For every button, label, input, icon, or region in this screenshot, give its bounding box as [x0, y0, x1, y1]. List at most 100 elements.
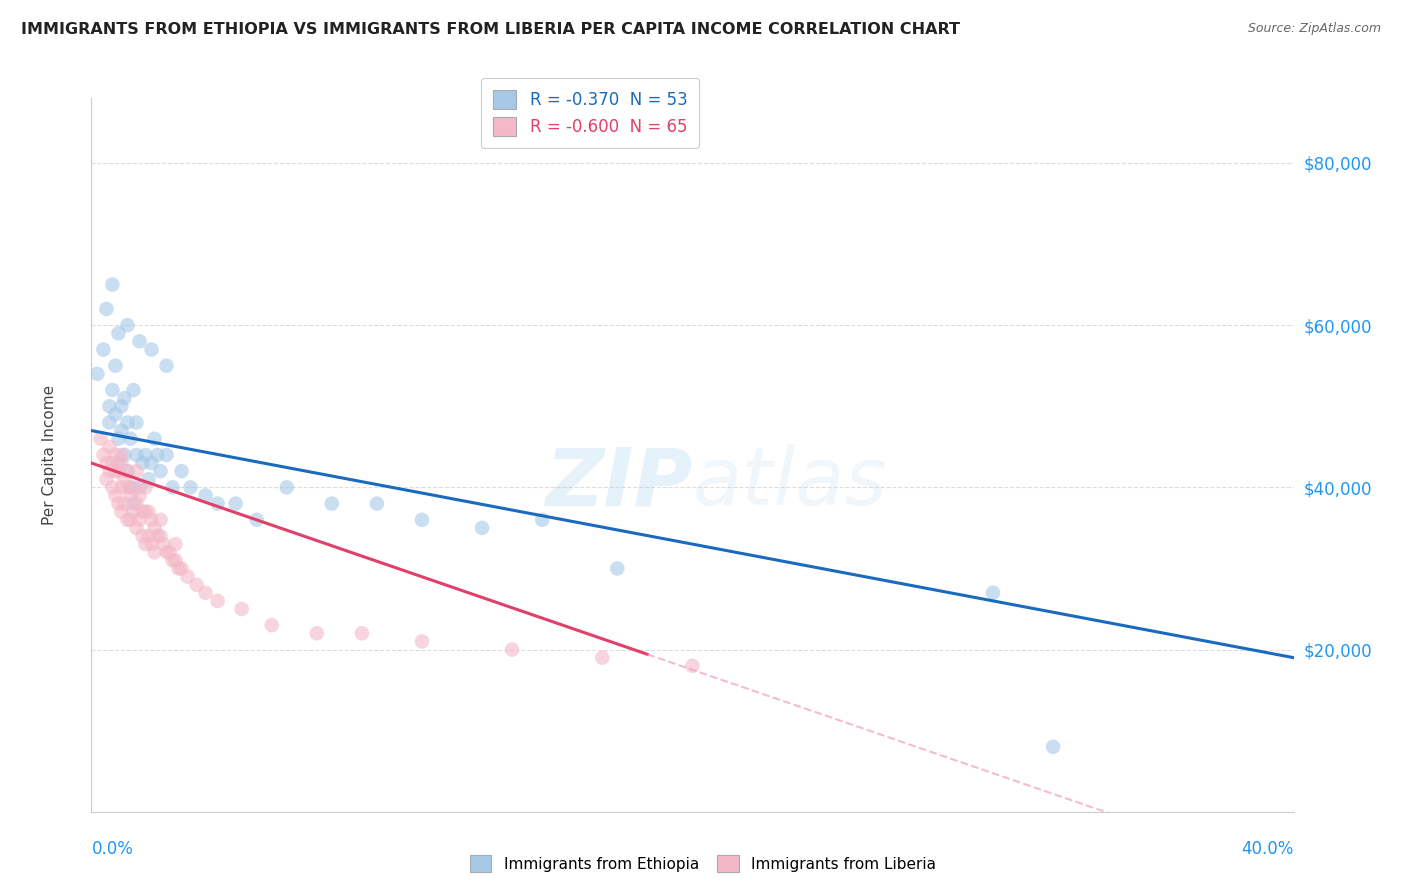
Point: [93, 343, 115, 357]
Point: [117, 464, 139, 478]
Point: [122, 497, 145, 511]
Point: [134, 537, 156, 551]
Text: 0.0%: 0.0%: [91, 840, 134, 858]
Point: [110, 424, 132, 438]
Point: [96, 472, 118, 486]
Point: [93, 448, 115, 462]
Point: [104, 359, 127, 373]
Text: Per Capita Income: Per Capita Income: [42, 384, 56, 525]
Point: [131, 505, 153, 519]
Point: [155, 359, 177, 373]
Point: [194, 586, 217, 600]
Point: [138, 472, 160, 486]
Point: [120, 432, 142, 446]
Point: [152, 537, 174, 551]
Point: [141, 343, 163, 357]
Point: [110, 480, 132, 494]
Point: [180, 480, 202, 494]
Point: [134, 448, 156, 462]
Point: [89, 432, 111, 446]
Point: [104, 448, 127, 462]
Point: [98, 464, 121, 478]
Point: [114, 497, 136, 511]
Text: ZIP: ZIP: [546, 444, 692, 523]
Point: [107, 456, 129, 470]
Point: [122, 505, 145, 519]
Point: [981, 586, 1004, 600]
Text: 40.0%: 40.0%: [1241, 840, 1294, 858]
Text: IMMIGRANTS FROM ETHIOPIA VS IMMIGRANTS FROM LIBERIA PER CAPITA INCOME CORRELATIO: IMMIGRANTS FROM ETHIOPIA VS IMMIGRANTS F…: [21, 22, 960, 37]
Point: [162, 553, 184, 567]
Point: [411, 513, 433, 527]
Point: [141, 537, 163, 551]
Point: [120, 480, 142, 494]
Point: [162, 480, 184, 494]
Point: [1042, 739, 1064, 754]
Point: [134, 480, 156, 494]
Point: [131, 529, 153, 543]
Point: [276, 480, 298, 494]
Point: [96, 301, 118, 316]
Point: [122, 480, 145, 494]
Point: [125, 464, 148, 478]
Point: [207, 497, 229, 511]
Point: [117, 480, 139, 494]
Point: [107, 432, 129, 446]
Point: [155, 545, 177, 559]
Point: [350, 626, 373, 640]
Point: [110, 505, 132, 519]
Point: [128, 488, 150, 502]
Point: [122, 383, 145, 397]
Point: [167, 561, 190, 575]
Point: [501, 642, 523, 657]
Point: [125, 497, 148, 511]
Point: [134, 505, 156, 519]
Point: [606, 561, 628, 575]
Point: [170, 464, 193, 478]
Point: [101, 277, 124, 292]
Point: [411, 634, 433, 648]
Point: [531, 513, 554, 527]
Point: [114, 472, 136, 486]
Point: [146, 529, 169, 543]
Point: [159, 545, 181, 559]
Point: [101, 480, 124, 494]
Point: [471, 521, 494, 535]
Point: [117, 464, 139, 478]
Point: [138, 529, 160, 543]
Text: Source: ZipAtlas.com: Source: ZipAtlas.com: [1247, 22, 1381, 36]
Point: [98, 440, 121, 454]
Point: [165, 553, 187, 567]
Point: [186, 577, 208, 591]
Point: [101, 456, 124, 470]
Point: [225, 497, 247, 511]
Point: [125, 416, 148, 430]
Point: [146, 448, 169, 462]
Point: [143, 432, 166, 446]
Legend: R = -0.370  N = 53, R = -0.600  N = 65: R = -0.370 N = 53, R = -0.600 N = 65: [481, 78, 699, 148]
Point: [120, 513, 142, 527]
Point: [141, 513, 163, 527]
Point: [110, 399, 132, 413]
Point: [681, 658, 703, 673]
Point: [114, 391, 136, 405]
Point: [110, 456, 132, 470]
Point: [246, 513, 269, 527]
Point: [155, 448, 177, 462]
Point: [86, 367, 108, 381]
Point: [176, 569, 198, 583]
Point: [141, 456, 163, 470]
Legend: Immigrants from Ethiopia, Immigrants from Liberia: Immigrants from Ethiopia, Immigrants fro…: [463, 847, 943, 880]
Point: [131, 456, 153, 470]
Point: [143, 545, 166, 559]
Point: [104, 488, 127, 502]
Point: [107, 464, 129, 478]
Point: [149, 513, 172, 527]
Point: [143, 521, 166, 535]
Point: [128, 334, 150, 349]
Point: [107, 497, 129, 511]
Point: [128, 480, 150, 494]
Point: [110, 448, 132, 462]
Point: [149, 529, 172, 543]
Point: [366, 497, 388, 511]
